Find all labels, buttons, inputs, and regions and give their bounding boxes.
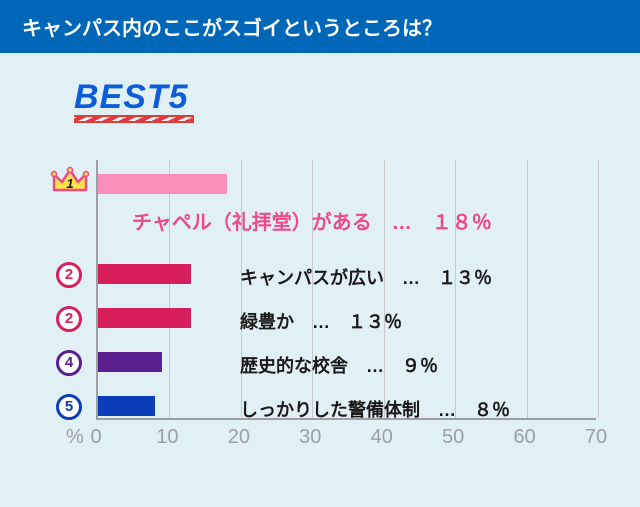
svg-text:1: 1 — [66, 176, 73, 191]
row-label: 緑豊か … １３％ — [240, 308, 402, 334]
row-label: 歴史的な校舎 … ９％ — [240, 352, 438, 378]
rank-crown-icon: 1 — [50, 162, 90, 202]
chart-row: 2 緑豊か … １３％ — [40, 300, 610, 340]
x-tick-label: 50 — [442, 426, 464, 449]
bar — [98, 396, 155, 416]
chart-row: 2 キャンパスが広い … １３％ — [40, 256, 610, 296]
chart-header: キャンパス内のここがスゴイというところは？ — [0, 0, 640, 53]
x-tick-label: 0 — [90, 426, 101, 449]
bar — [98, 308, 191, 328]
best5-text: BEST5 — [74, 78, 194, 117]
chart-row: 4 歴史的な校舎 … ９％ — [40, 344, 610, 384]
row-label: しっかりした警備体制 … ８％ — [240, 396, 510, 422]
bar — [98, 174, 227, 194]
x-tick-label: 30 — [299, 426, 321, 449]
chart-title: キャンパス内のここがスゴイというところは？ — [22, 18, 442, 40]
bar-chart: % 0102030405060701チャペル（礼拝堂）がある … １８％2キャン… — [40, 160, 610, 460]
x-tick-label: 20 — [228, 426, 250, 449]
x-tick-label: 70 — [585, 426, 607, 449]
row-label: チャペル（礼拝堂）がある … １８％ — [132, 206, 492, 235]
x-tick-label: 40 — [371, 426, 393, 449]
bar — [98, 352, 162, 372]
rank-badge: 5 — [56, 394, 82, 420]
x-axis-unit: % — [66, 426, 84, 449]
x-tick-label: 60 — [513, 426, 535, 449]
rank-badge: 2 — [56, 306, 82, 332]
row-label: キャンパスが広い … １３％ — [240, 264, 492, 290]
rank-badge: 2 — [56, 262, 82, 288]
best5-badge: BEST5 — [74, 78, 194, 123]
chart-row: 1チャペル（礼拝堂）がある … １８％ — [40, 166, 610, 206]
chart-row: 5 しっかりした警備体制 … ８％ — [40, 388, 610, 428]
rank-badge: 4 — [56, 350, 82, 376]
x-tick-label: 10 — [156, 426, 178, 449]
bar — [98, 264, 191, 284]
